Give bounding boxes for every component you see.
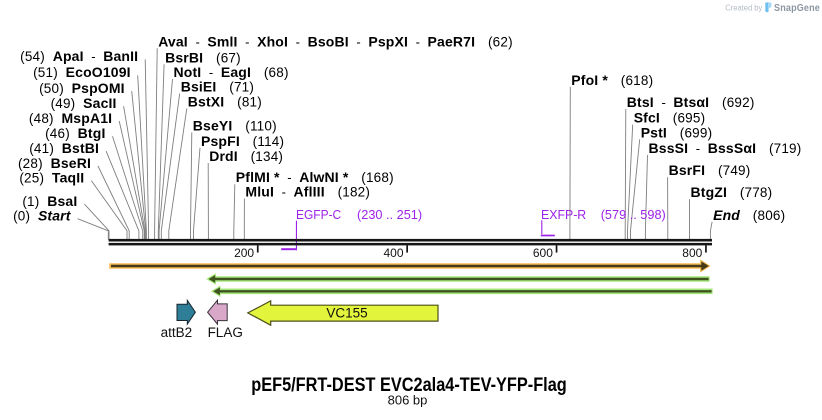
svg-text:PfoI *(618): PfoI * (618) bbox=[571, 72, 653, 88]
svg-text:(41) BstBI: (41) BstBI bbox=[29, 140, 99, 156]
svg-text:pEF5/FRT-DEST EVC2ala4-TEV-YFP: pEF5/FRT-DEST EVC2ala4-TEV-YFP-Flag bbox=[251, 375, 567, 396]
svg-text:SnapGene: SnapGene bbox=[774, 2, 820, 14]
svg-text:DrdI(134): DrdI (134) bbox=[209, 148, 283, 164]
svg-text:AvaI-SmlI-XhoI-BsoBI-PspXI-Pae: AvaI - SmlI - XhoI - BsoBI - PspXI - PaeR7I (62) bbox=[158, 33, 513, 49]
svg-text:BtgZI(778): BtgZI (778) bbox=[691, 184, 773, 200]
svg-text:(0) Start: (0) Start bbox=[13, 208, 72, 224]
svg-text:(48) MspA1I: (48) MspA1I bbox=[29, 110, 112, 126]
svg-text:800: 800 bbox=[682, 246, 702, 260]
svg-text:200: 200 bbox=[234, 246, 254, 260]
svg-text:EXFP-R(579 .. 598): EXFP-R (579 .. 598) bbox=[541, 207, 666, 222]
svg-text:(50) PspOMI: (50) PspOMI bbox=[39, 80, 125, 96]
svg-text:BsrBI(67): BsrBI (67) bbox=[165, 49, 241, 65]
svg-text:(46) BtgI: (46) BtgI bbox=[45, 125, 105, 141]
svg-text:(1) BsaI: (1) BsaI bbox=[22, 193, 77, 209]
svg-text:BsiEI(71): BsiEI (71) bbox=[181, 79, 254, 95]
svg-text:MluI-AflIII(182): MluI - AflIII (182) bbox=[245, 184, 370, 200]
svg-text:BssSI-BssSαI(719): BssSI - BssSαI (719) bbox=[649, 140, 802, 156]
svg-text:BsrFI(749): BsrFI (749) bbox=[669, 162, 751, 178]
svg-text:BseYI(110): BseYI (110) bbox=[193, 117, 277, 133]
svg-text:(51) EcoO109I: (51) EcoO109I bbox=[33, 64, 131, 80]
svg-text:PspFI(114): PspFI (114) bbox=[201, 133, 284, 149]
svg-text:600: 600 bbox=[533, 246, 553, 260]
svg-text:806 bp: 806 bp bbox=[388, 393, 428, 408]
svg-text:(25) TaqII: (25) TaqII bbox=[19, 169, 84, 185]
svg-text:SfcI(695): SfcI (695) bbox=[634, 110, 706, 126]
svg-text:VC155: VC155 bbox=[326, 306, 367, 321]
svg-text:(49) SacII: (49) SacII bbox=[51, 95, 117, 111]
svg-text:400: 400 bbox=[383, 246, 403, 260]
svg-text:(54) ApaI-BanII: (54) ApaI - BanII bbox=[20, 48, 138, 64]
svg-text:FLAG: FLAG bbox=[208, 325, 243, 340]
svg-text:EGFP-C(230 .. 251): EGFP-C (230 .. 251) bbox=[296, 207, 422, 222]
svg-text:PflMI *-AlwNI *(168): PflMI * - AlwNI * (168) bbox=[236, 169, 394, 185]
svg-text:Created by: Created by bbox=[725, 3, 762, 12]
svg-text:NotI-EagI(68): NotI - EagI (68) bbox=[174, 64, 289, 80]
svg-text:attB2: attB2 bbox=[161, 325, 193, 340]
svg-text:PstI(699): PstI (699) bbox=[641, 124, 713, 140]
svg-text:BtsI-BtsαI(692): BtsI - BtsαI (692) bbox=[627, 94, 755, 110]
svg-text:(28) BseRI: (28) BseRI bbox=[18, 155, 91, 171]
svg-text:End(806): End (806) bbox=[713, 207, 785, 223]
svg-text:BstXI(81): BstXI (81) bbox=[188, 93, 262, 109]
